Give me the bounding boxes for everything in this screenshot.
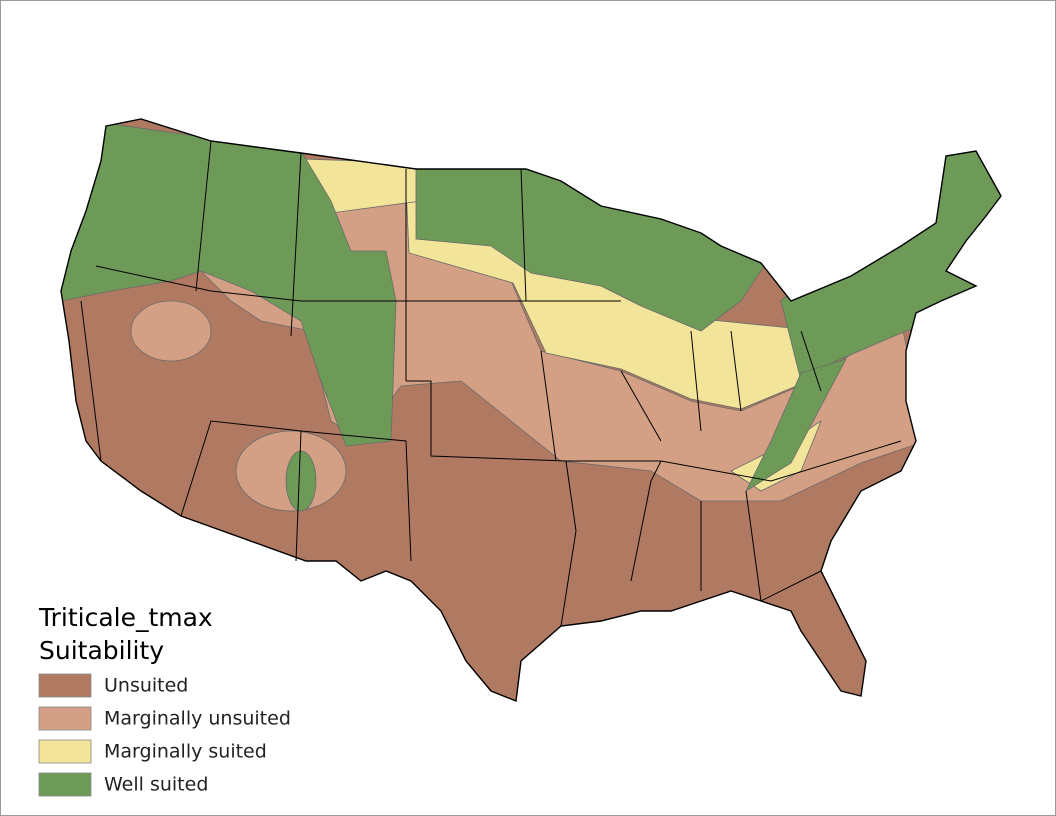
legend-swatch <box>38 706 92 731</box>
zone-marginally-unsuited <box>130 300 212 362</box>
legend-label: Well suited <box>104 774 208 796</box>
zone-well-suited <box>745 358 847 493</box>
legend-subtitle: Suitability <box>39 636 164 665</box>
legend-title: Triticale_tmax <box>38 603 213 632</box>
legend-swatch <box>38 673 92 698</box>
legend: Triticale_tmax Suitability Unsuited Margi… <box>38 603 291 797</box>
zone-well-suited <box>285 450 317 512</box>
legend-label: Marginally suited <box>104 741 267 763</box>
state-boundaries <box>60 118 1002 702</box>
legend-label: Marginally unsuited <box>104 708 291 730</box>
zone-well-suited <box>61 119 397 447</box>
legend-swatch <box>38 772 92 797</box>
legend-swatch <box>38 739 92 764</box>
legend-label: Unsuited <box>104 675 188 697</box>
